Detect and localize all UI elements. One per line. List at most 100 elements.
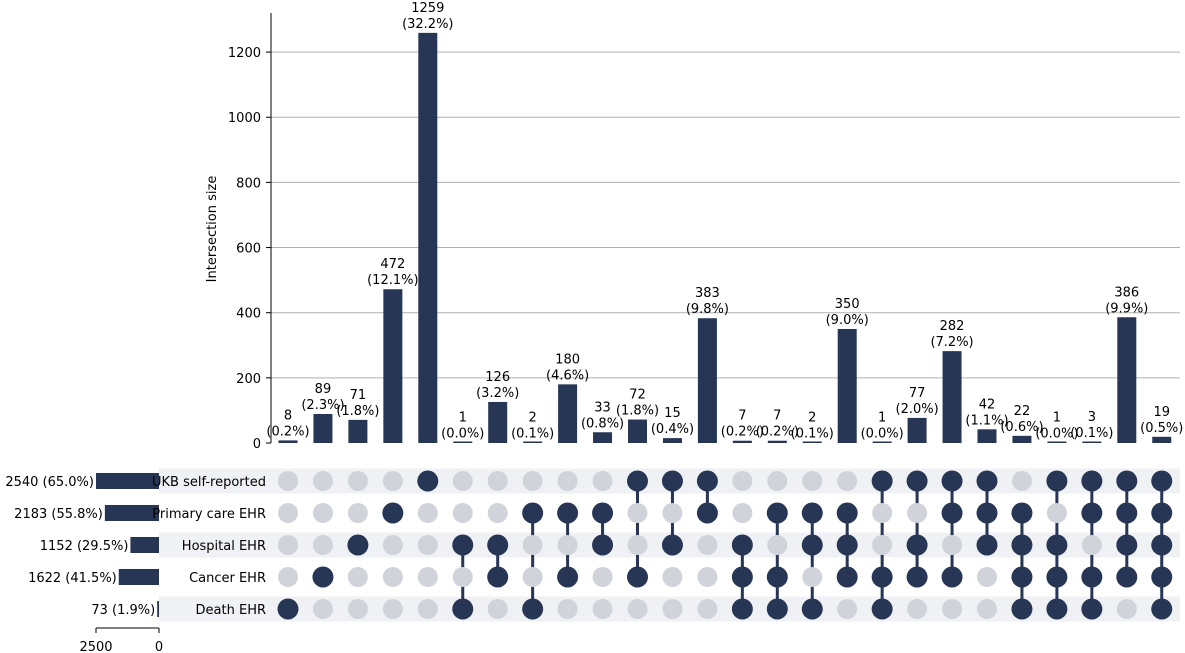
set-size-label: 73 (1.9%) (91, 603, 155, 618)
bar-value-label: 7 (738, 409, 746, 424)
membership-dot-filled (557, 566, 579, 588)
membership-dot-empty (1116, 599, 1137, 619)
membership-dot-filled (976, 470, 998, 492)
bar-value-label: 7 (773, 409, 781, 424)
membership-dot-filled (661, 534, 683, 556)
membership-dot-empty (347, 471, 368, 491)
intersection-bar (1012, 435, 1032, 443)
membership-dot-empty (278, 567, 298, 587)
membership-dot-empty (382, 567, 403, 587)
bar-value-label: 22 (1014, 404, 1031, 419)
membership-dot-filled (1116, 534, 1138, 556)
membership-dot-empty (662, 599, 683, 619)
bar-percent-label: (1.1%) (965, 413, 1008, 428)
membership-dot-empty (312, 535, 333, 555)
set-name-label: Hospital EHR (182, 539, 266, 554)
bar-value-label: 3 (1088, 410, 1096, 425)
intersection-bar (418, 32, 438, 443)
membership-dot-filled (871, 566, 893, 588)
bar-value-label: 126 (485, 370, 510, 385)
set-name-label: Death EHR (196, 603, 266, 618)
membership-dot-empty (417, 535, 438, 555)
membership-dot-filled (627, 470, 648, 492)
membership-dot-empty (942, 535, 963, 555)
membership-dot-empty (347, 567, 368, 587)
membership-dot-filled (452, 598, 474, 620)
bar-value-label: 42 (979, 397, 996, 412)
membership-dot-filled (1011, 502, 1033, 524)
bar-percent-label: (0.2%) (756, 425, 799, 440)
membership-dot-empty (522, 471, 543, 491)
membership-dot-filled (1151, 534, 1173, 556)
membership-dot-empty (312, 503, 333, 523)
intersection-bar (872, 441, 892, 443)
bar-percent-label: (0.0%) (441, 427, 484, 442)
membership-dot-filled (1116, 502, 1138, 524)
bar-percent-label: (0.1%) (511, 426, 554, 441)
membership-dot-filled (627, 566, 648, 588)
set-size-label: 2183 (55.8%) (14, 507, 103, 522)
membership-dot-empty (347, 599, 368, 619)
intersection-gridlines (271, 51, 1180, 379)
bar-percent-label: (4.6%) (546, 368, 589, 383)
bar-value-label: 71 (350, 388, 367, 403)
bar-percent-label: (0.0%) (861, 427, 904, 442)
membership-dot-filled (836, 566, 858, 588)
membership-dot-empty (522, 567, 543, 587)
bar-percent-label: (0.1%) (1070, 426, 1113, 441)
membership-dot-filled (731, 534, 753, 556)
bar-value-label: 383 (695, 286, 720, 301)
bar-percent-label: (32.2%) (402, 17, 453, 32)
membership-dot-filled (347, 534, 369, 556)
membership-dot-filled (801, 534, 823, 556)
membership-dot-empty (977, 567, 997, 587)
membership-dot-empty (697, 535, 718, 555)
membership-dot-empty (907, 503, 928, 523)
membership-dot-filled (871, 598, 893, 620)
membership-dot-filled (661, 470, 683, 492)
intersection-bar (662, 438, 682, 443)
membership-dot-filled (766, 566, 788, 588)
membership-dot-empty (557, 535, 578, 555)
set-name-label: UKB self-reported (152, 475, 266, 490)
membership-dot-empty (1046, 503, 1067, 523)
membership-dot-filled (1116, 470, 1138, 492)
membership-dot-empty (977, 599, 997, 619)
bar-percent-label: (0.4%) (651, 422, 694, 437)
membership-dot-filled (696, 470, 718, 492)
set-size-bar (118, 569, 159, 585)
set-name-label: Cancer EHR (189, 571, 266, 586)
bar-percent-label: (0.2%) (266, 424, 309, 439)
membership-dot-empty (592, 567, 613, 587)
bar-value-label: 72 (629, 388, 646, 403)
y-tick-label: 600 (236, 242, 261, 257)
membership-dot-empty (697, 567, 718, 587)
intersection-bar (977, 429, 997, 443)
membership-dot-filled (871, 470, 893, 492)
membership-dot-empty (1011, 471, 1032, 491)
intersection-bars (278, 32, 1172, 443)
membership-dot-empty (662, 503, 683, 523)
bar-percent-label: (1.8%) (336, 404, 379, 419)
bar-value-label: 350 (835, 297, 860, 312)
membership-dot-empty (382, 599, 403, 619)
membership-dot-empty (417, 599, 438, 619)
bar-value-label: 8 (284, 408, 292, 423)
membership-dot-filled (801, 598, 823, 620)
intersection-bar (628, 419, 647, 443)
membership-dot-empty (487, 599, 508, 619)
bar-percent-label: (1.8%) (616, 404, 659, 419)
membership-dot-filled (836, 534, 858, 556)
membership-dot-empty (802, 471, 823, 491)
membership-dot-empty (872, 503, 893, 523)
membership-dot-empty (627, 599, 648, 619)
set-size-bar (157, 601, 159, 617)
intersection-bar (942, 351, 962, 443)
membership-dot-filled (312, 566, 334, 588)
bar-percent-label: (12.1%) (367, 273, 418, 288)
membership-dot-filled (766, 502, 788, 524)
membership-dot-empty (627, 535, 648, 555)
bar-value-label: 89 (315, 382, 332, 397)
bar-value-label: 1 (459, 411, 467, 426)
bar-percent-label: (2.0%) (896, 402, 939, 417)
